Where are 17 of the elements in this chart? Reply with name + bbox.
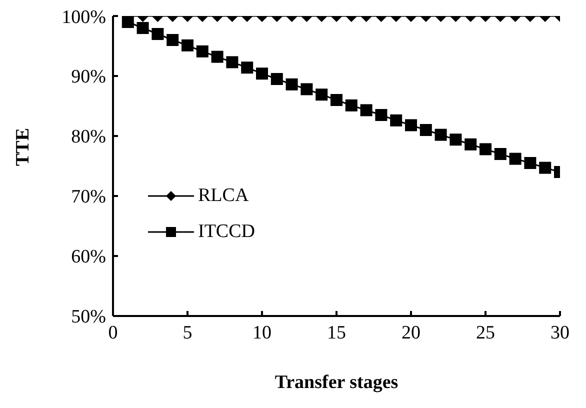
- x-tick-label: 20: [402, 322, 420, 344]
- x-tick-label: 15: [327, 322, 346, 344]
- legend-label: ITCCD: [198, 221, 255, 243]
- y-tick-label: 60%: [71, 246, 106, 268]
- x-axis-title: Transfer stages: [274, 372, 398, 393]
- y-tick-label: 80%: [71, 126, 106, 148]
- y-tick-label: 100%: [62, 6, 106, 28]
- x-tick-label: 5: [182, 322, 192, 344]
- x-tick-label: 0: [108, 322, 118, 344]
- legend-label: RLCA: [198, 185, 249, 207]
- x-tick-label: 30: [550, 322, 570, 344]
- y-tick-label: 50%: [71, 306, 106, 328]
- y-axis-title: TTE: [12, 128, 34, 166]
- y-tick-label: 70%: [71, 186, 106, 208]
- x-tick-label: 10: [252, 322, 272, 344]
- y-tick-label: 90%: [71, 66, 106, 88]
- x-tick-label: 25: [476, 322, 495, 344]
